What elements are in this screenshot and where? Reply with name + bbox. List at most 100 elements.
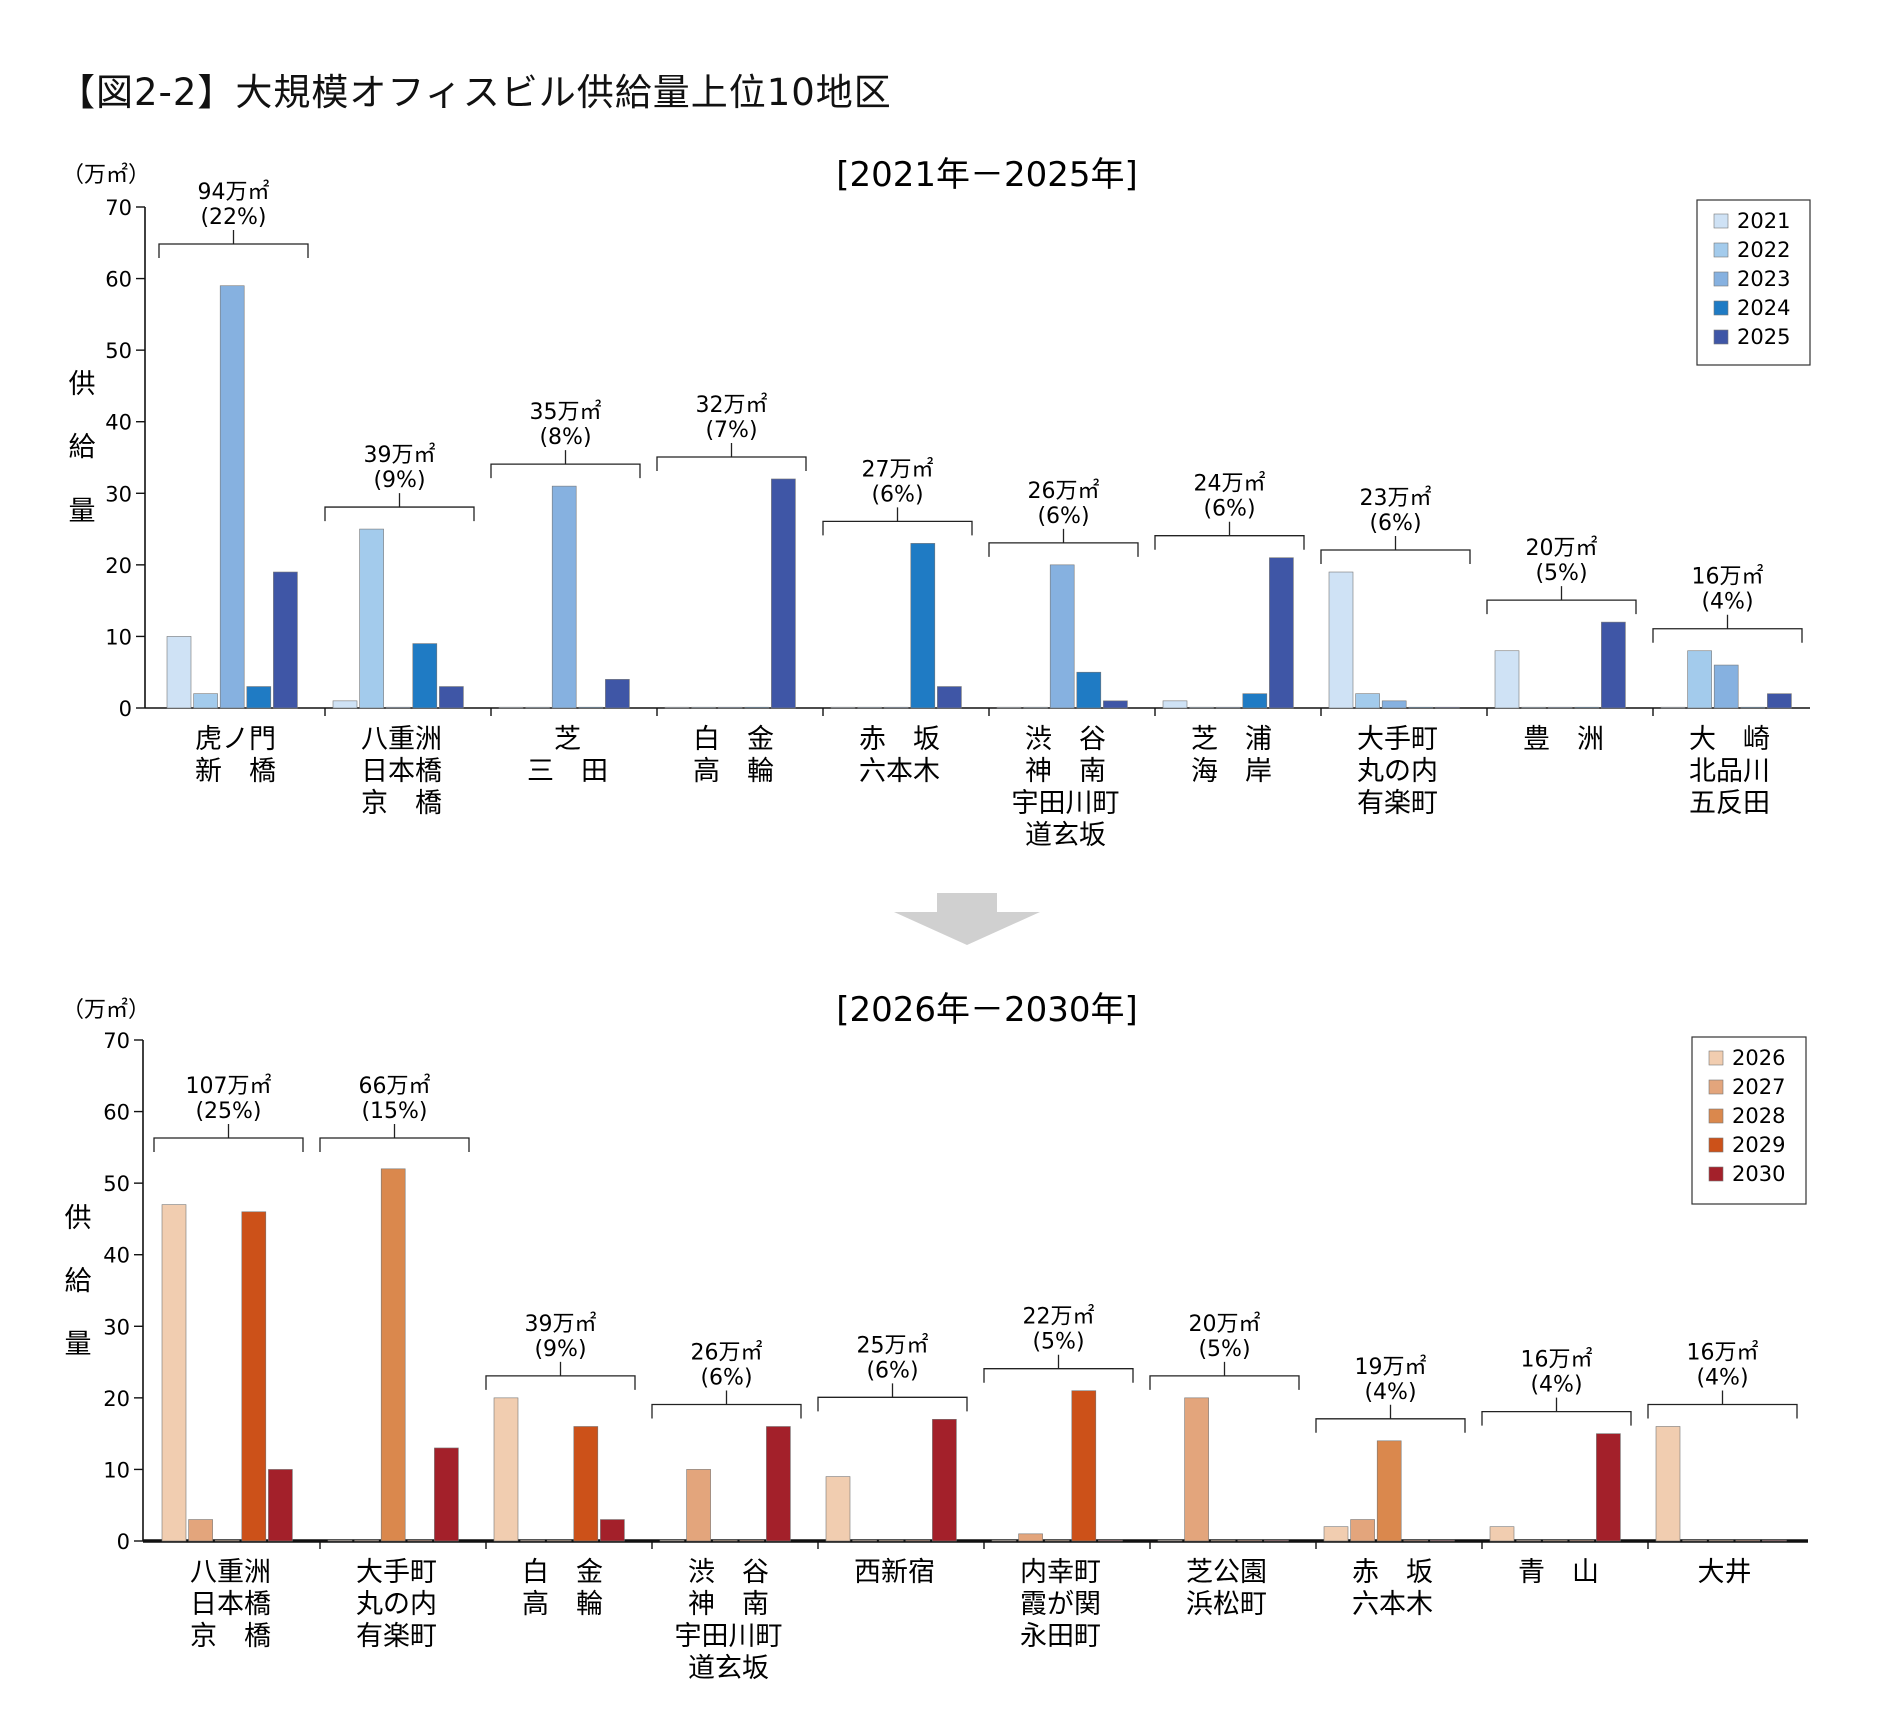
category-label: 五反田 xyxy=(1689,788,1770,819)
legend-swatch-2030 xyxy=(1708,1166,1724,1182)
bar-2024 xyxy=(1740,706,1766,709)
group-share-label: (6%) xyxy=(1203,497,1255,522)
bar-2024 xyxy=(412,643,438,709)
bar-2028 xyxy=(1210,1539,1236,1542)
bar-2028 xyxy=(878,1539,904,1542)
group-bracket xyxy=(1315,1404,1466,1433)
category-label: 六本木 xyxy=(859,756,940,787)
bar-2028 xyxy=(1376,1440,1402,1542)
group-share-label: (6%) xyxy=(1369,511,1421,536)
group-share-label: (7%) xyxy=(705,418,757,443)
bar-2026 xyxy=(1323,1526,1349,1542)
bar-2027 xyxy=(1682,1539,1707,1542)
y-tick-label: 40 xyxy=(105,411,132,435)
bar-2023 xyxy=(1547,706,1573,709)
bar-2024 xyxy=(578,706,604,709)
y-tick-label: 50 xyxy=(105,339,132,363)
y-tick-label: 30 xyxy=(105,482,132,506)
category-label: 渋 谷 xyxy=(688,1557,769,1588)
legend-label-2030: 2030 xyxy=(1732,1162,1785,1186)
bar-2025 xyxy=(1103,700,1128,709)
group-bracket xyxy=(656,442,807,471)
category-label: 神 南 xyxy=(1025,756,1106,787)
group-bracket xyxy=(324,493,475,522)
bar-2021 xyxy=(830,706,856,709)
category-label: 道玄坂 xyxy=(1025,820,1106,851)
bar-2030 xyxy=(1762,1539,1787,1542)
group-total-label: 16万㎡ xyxy=(1692,564,1764,590)
group-share-label: (5%) xyxy=(1032,1330,1084,1355)
y-tick-label: 30 xyxy=(103,1315,130,1339)
group-total-label: 35万㎡ xyxy=(530,399,602,425)
bar-2022 xyxy=(1521,706,1546,709)
y-tick-label: 40 xyxy=(103,1244,130,1268)
bar-2025 xyxy=(1269,557,1294,709)
category-label: 西新宿 xyxy=(854,1557,935,1588)
group-bracket xyxy=(988,528,1139,557)
group-total-label: 16万㎡ xyxy=(1521,1347,1593,1373)
chart-panel-2026-2030: [2026年－2030年]（万㎡）供給量010203040506070107万㎡… xyxy=(62,990,1808,1684)
bar-2024 xyxy=(910,543,936,709)
bar-2026 xyxy=(327,1539,353,1542)
group-total-label: 107万㎡ xyxy=(186,1073,272,1099)
group-total-label: 22万㎡ xyxy=(1023,1304,1095,1330)
legend-label-2022: 2022 xyxy=(1737,238,1790,262)
bar-2023 xyxy=(883,706,909,709)
category-label: 芝 浦 xyxy=(1191,724,1272,755)
bar-2030 xyxy=(1430,1539,1455,1542)
category-label: 豊 洲 xyxy=(1523,724,1604,755)
category-label: 芝 xyxy=(554,724,581,755)
category-label: 高 輪 xyxy=(522,1589,603,1620)
group-share-label: (25%) xyxy=(195,1099,261,1124)
bar-2022 xyxy=(1355,693,1380,709)
legend-swatch-2023 xyxy=(1713,271,1729,287)
bar-2029 xyxy=(241,1211,267,1542)
bar-2025 xyxy=(273,571,298,709)
bar-2027 xyxy=(1184,1397,1209,1542)
bar-2023 xyxy=(385,706,411,709)
category-label: 日本橋 xyxy=(361,756,442,787)
legend-label-2023: 2023 xyxy=(1737,267,1790,291)
bar-2026 xyxy=(493,1397,519,1542)
bar-2030 xyxy=(1098,1539,1123,1542)
group-bracket xyxy=(983,1354,1134,1383)
bar-2029 xyxy=(573,1426,599,1542)
y-axis-label-char: 供 xyxy=(69,369,96,400)
bar-2029 xyxy=(1237,1539,1263,1542)
bar-2028 xyxy=(712,1539,738,1542)
y-tick-label: 10 xyxy=(105,625,132,649)
group-total-label: 26万㎡ xyxy=(691,1339,763,1365)
bar-2027 xyxy=(354,1539,379,1542)
y-tick-label: 70 xyxy=(103,1029,130,1053)
y-unit-label: （万㎡） xyxy=(62,162,150,188)
category-label: 丸の内 xyxy=(1357,756,1438,787)
legend-label-2024: 2024 xyxy=(1737,296,1790,320)
bar-2025 xyxy=(1601,621,1626,709)
bar-2028 xyxy=(380,1168,406,1542)
group-bracket xyxy=(1481,1397,1632,1426)
y-unit-label: （万㎡） xyxy=(62,997,150,1023)
group-total-label: 66万㎡ xyxy=(359,1073,431,1099)
bar-2024 xyxy=(246,686,272,709)
group-share-label: (5%) xyxy=(1535,561,1587,586)
group-share-label: (6%) xyxy=(871,482,923,507)
group-share-label: (5%) xyxy=(1198,1337,1250,1362)
group-share-label: (22%) xyxy=(200,205,266,230)
group-total-label: 27万㎡ xyxy=(862,456,934,482)
category-label: 八重洲 xyxy=(361,724,442,755)
group-total-label: 39万㎡ xyxy=(525,1311,597,1337)
category-label: 大手町 xyxy=(356,1557,437,1588)
category-label: 道玄坂 xyxy=(688,1653,769,1684)
bar-2022 xyxy=(525,706,550,709)
y-tick-label: 20 xyxy=(103,1387,130,1411)
group-bracket xyxy=(490,450,641,479)
bar-2029 xyxy=(905,1539,931,1542)
bar-2021 xyxy=(996,706,1022,709)
bar-2021 xyxy=(332,700,358,709)
legend-swatch-2029 xyxy=(1708,1137,1724,1153)
legend-swatch-2024 xyxy=(1713,300,1729,316)
bar-2026 xyxy=(1489,1526,1515,1542)
group-share-label: (6%) xyxy=(1037,504,1089,529)
group-total-label: 20万㎡ xyxy=(1526,535,1598,561)
bar-2030 xyxy=(600,1519,625,1542)
